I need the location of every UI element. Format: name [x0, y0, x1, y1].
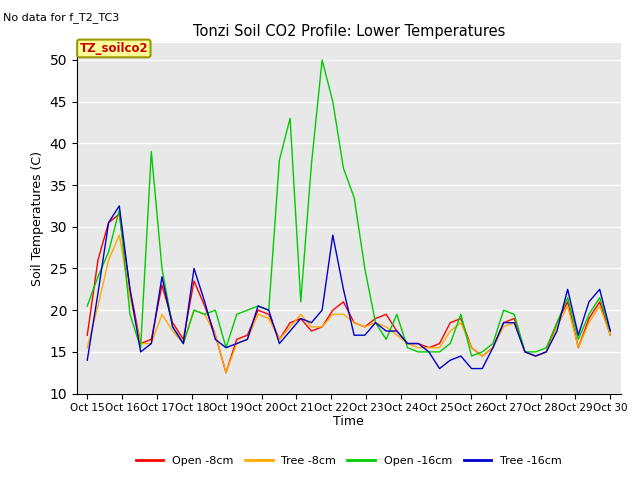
Y-axis label: Soil Temperatures (C): Soil Temperatures (C)	[31, 151, 44, 286]
Text: No data for f_T2_TC3: No data for f_T2_TC3	[3, 12, 120, 23]
Title: Tonzi Soil CO2 Profile: Lower Temperatures: Tonzi Soil CO2 Profile: Lower Temperatur…	[193, 24, 505, 39]
Text: TZ_soilco2: TZ_soilco2	[79, 42, 148, 55]
Legend: Open -8cm, Tree -8cm, Open -16cm, Tree -16cm: Open -8cm, Tree -8cm, Open -16cm, Tree -…	[131, 452, 566, 470]
X-axis label: Time: Time	[333, 415, 364, 428]
